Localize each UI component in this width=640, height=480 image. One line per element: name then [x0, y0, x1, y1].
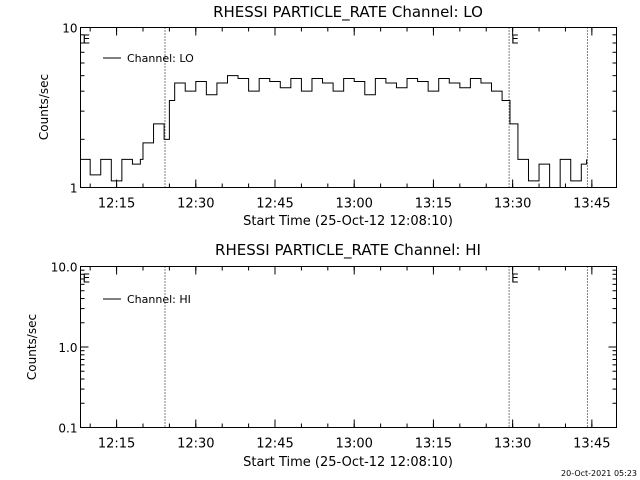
series-group — [80, 75, 588, 188]
chart-title: RHESSI PARTICLE_RATE Channel: LO — [213, 3, 483, 22]
x-tick-group: 12:15 12:30 12:45 13:00 13:15 13:30 13:45 — [89, 266, 611, 452]
flag-label: E — [511, 33, 519, 47]
x-tick-label: 13:30 — [494, 437, 531, 452]
legend: Channel: HI — [103, 293, 191, 306]
plot-frame — [80, 266, 617, 428]
x-tick-label: 12:15 — [98, 437, 135, 452]
y-tick-label: 10.0 — [51, 261, 78, 275]
y-axis-label: Counts/sec — [25, 314, 39, 380]
x-tick-label: 13:15 — [415, 197, 452, 212]
x-tick-label: 12:45 — [256, 437, 293, 452]
x-axis-label: Start Time (25-Oct-12 12:08:10) — [243, 214, 453, 229]
x-axis-label: Start Time (25-Oct-12 12:08:10) — [243, 455, 453, 470]
x-tick-group: 12:15 12:30 12:45 13:00 13:15 13:30 13:45 — [89, 27, 611, 212]
hi-channel-panel: RHESSI PARTICLE_RATE Channel: HI Counts/… — [25, 241, 617, 470]
x-tick-label: 12:45 — [256, 197, 293, 212]
vline-group — [164, 27, 588, 188]
y-tick-label: 1.0 — [58, 341, 77, 355]
x-tick-label: 13:00 — [335, 437, 372, 452]
y-axis-label: Counts/sec — [37, 74, 51, 140]
x-tick-label: 13:30 — [494, 197, 531, 212]
flag-label: E — [83, 33, 91, 47]
x-tick-label: 12:15 — [98, 197, 135, 212]
series-line — [80, 75, 588, 188]
x-tick-label: 13:45 — [573, 437, 610, 452]
x-tick-label: 12:30 — [177, 197, 214, 212]
x-tick-label: 12:30 — [177, 437, 214, 452]
flag-label: E — [511, 272, 519, 286]
x-tick-label: 13:45 — [573, 197, 610, 212]
y-tick-label: 1 — [70, 182, 78, 196]
lo-channel-panel: RHESSI PARTICLE_RATE Channel: LO Counts/… — [37, 3, 617, 229]
chart-title: RHESSI PARTICLE_RATE Channel: HI — [215, 241, 481, 260]
vline-group — [164, 266, 588, 428]
plot-frame — [80, 27, 617, 188]
legend-entry: Channel: HI — [127, 293, 191, 306]
generation-timestamp: 20-Oct-2021 05:23 — [561, 469, 637, 478]
flag-label: E — [83, 272, 91, 286]
x-tick-label: 13:15 — [415, 437, 452, 452]
legend: Channel: LO — [103, 52, 194, 65]
y-tick-label: 10 — [62, 22, 77, 36]
y-tick-group: 10.0 1.0 0.1 — [51, 261, 617, 436]
legend-entry: Channel: LO — [127, 52, 194, 65]
y-tick-label: 0.1 — [58, 422, 77, 436]
x-tick-label: 13:00 — [335, 197, 372, 212]
y-tick-group: 1 10 — [62, 22, 617, 196]
